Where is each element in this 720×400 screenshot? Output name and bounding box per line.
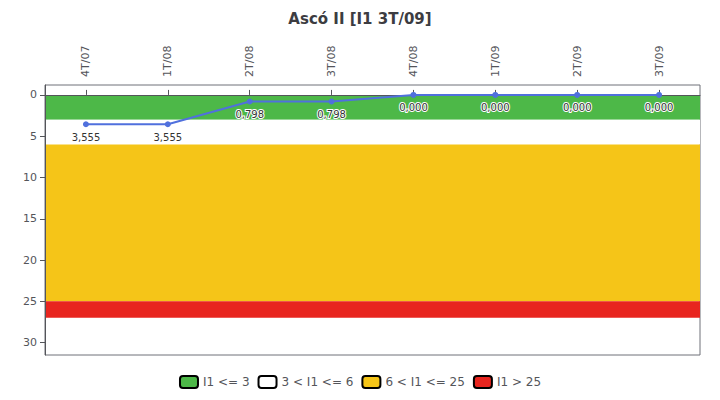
svg-text:20: 20 — [23, 254, 37, 267]
svg-text:0,798: 0,798 — [235, 109, 264, 120]
svg-text:1T/08: 1T/08 — [161, 46, 174, 77]
svg-text:3,555: 3,555 — [72, 132, 101, 143]
svg-text:I1 > 25: I1 > 25 — [497, 375, 541, 389]
svg-text:6 < I1 <= 25: 6 < I1 <= 25 — [385, 375, 465, 389]
svg-text:0,000: 0,000 — [399, 102, 428, 113]
svg-text:3T/09: 3T/09 — [653, 46, 666, 77]
svg-text:3T/08: 3T/08 — [325, 46, 338, 77]
svg-text:5: 5 — [30, 130, 37, 143]
svg-text:3 < I1 <= 6: 3 < I1 <= 6 — [282, 375, 354, 389]
svg-text:25: 25 — [23, 295, 37, 308]
svg-text:0,000: 0,000 — [563, 102, 592, 113]
svg-text:15: 15 — [23, 212, 37, 225]
svg-text:10: 10 — [23, 171, 37, 184]
svg-text:4T/07: 4T/07 — [79, 46, 92, 77]
svg-text:I1 <= 3: I1 <= 3 — [203, 375, 250, 389]
svg-text:0: 0 — [30, 88, 37, 101]
svg-text:3,555: 3,555 — [153, 132, 182, 143]
svg-text:2T/09: 2T/09 — [571, 46, 584, 77]
svg-text:1T/09: 1T/09 — [489, 46, 502, 77]
svg-text:0,000: 0,000 — [481, 102, 510, 113]
svg-text:30: 30 — [23, 336, 37, 349]
svg-text:0,000: 0,000 — [645, 102, 674, 113]
svg-text:0,798: 0,798 — [317, 109, 346, 120]
svg-text:4T/08: 4T/08 — [407, 46, 420, 77]
svg-text:Ascó II [I1 3T/09]: Ascó II [I1 3T/09] — [288, 10, 431, 28]
svg-text:2T/08: 2T/08 — [243, 46, 256, 77]
